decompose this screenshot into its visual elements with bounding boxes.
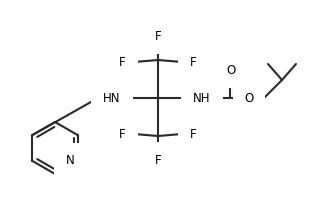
Text: HN: HN xyxy=(103,92,121,104)
Text: O: O xyxy=(244,92,254,104)
Text: N: N xyxy=(66,154,75,168)
Text: F: F xyxy=(155,154,161,166)
Text: F: F xyxy=(190,128,197,140)
Text: O: O xyxy=(226,64,236,76)
Text: F: F xyxy=(119,128,126,140)
Text: NH: NH xyxy=(193,92,211,104)
Text: F: F xyxy=(190,55,197,68)
Text: F: F xyxy=(155,29,161,43)
Text: F: F xyxy=(119,55,126,68)
